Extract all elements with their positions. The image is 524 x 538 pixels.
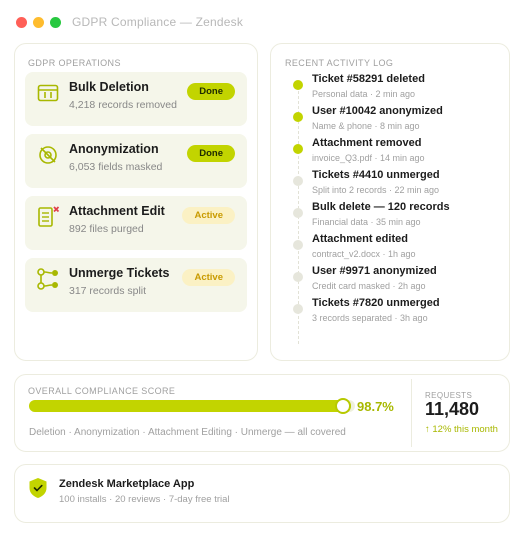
log-subtitle: contract_v2.docx · 1h ago bbox=[312, 249, 416, 259]
shield-check-icon bbox=[29, 478, 47, 498]
log-item[interactable]: Attachment removed invoice_Q3.pdf · 14 m… bbox=[271, 135, 509, 167]
log-subtitle: Credit card masked · 2h ago bbox=[312, 281, 426, 291]
log-item[interactable]: Tickets #7820 unmerged 3 records separat… bbox=[271, 295, 509, 327]
log-subtitle: invoice_Q3.pdf · 14 min ago bbox=[312, 153, 425, 163]
maximize-window-button[interactable] bbox=[50, 17, 61, 28]
status-badge: Done bbox=[187, 83, 235, 100]
op-subtitle: 6,053 fields masked bbox=[69, 161, 163, 173]
op-title: Bulk Deletion bbox=[69, 80, 149, 94]
marketplace-title: Zendesk Marketplace App bbox=[59, 478, 195, 490]
log-title: User #9971 anonymized bbox=[312, 265, 437, 277]
log-item[interactable]: Tickets #4410 unmerged Split into 2 reco… bbox=[271, 167, 509, 199]
status-badge: Done bbox=[187, 145, 235, 162]
section-label: GDPR OPERATIONS bbox=[28, 58, 121, 68]
branch-split-icon bbox=[37, 268, 58, 290]
log-title: User #10042 anonymized bbox=[312, 105, 443, 117]
op-title: Anonymization bbox=[69, 142, 159, 156]
progress-knob bbox=[334, 398, 351, 414]
compliance-progress-bar bbox=[29, 398, 355, 414]
op-subtitle: 317 records split bbox=[69, 285, 147, 297]
op-title: Attachment Edit bbox=[69, 204, 165, 218]
timeline-dot bbox=[293, 112, 303, 122]
gdpr-operations-panel: GDPR OPERATIONS Bulk Deletion 4,218 reco… bbox=[14, 43, 258, 361]
close-window-button[interactable] bbox=[16, 17, 27, 28]
title-bar: GDPR Compliance — Zendesk bbox=[0, 0, 524, 42]
progress-fill bbox=[29, 400, 351, 412]
op-subtitle: 892 files purged bbox=[69, 223, 144, 235]
log-title: Ticket #58291 deleted bbox=[312, 73, 425, 85]
score-note: Deletion · Anonymization · Attachment Ed… bbox=[29, 427, 346, 438]
log-item[interactable]: Bulk delete — 120 records Financial data… bbox=[271, 199, 509, 231]
compliance-score-panel: OVERALL COMPLIANCE SCORE 98.7% Deletion … bbox=[14, 374, 510, 452]
timeline-dot bbox=[293, 240, 303, 250]
section-label: OVERALL COMPLIANCE SCORE bbox=[28, 386, 176, 396]
status-badge: Active bbox=[182, 269, 235, 286]
timeline-dot bbox=[293, 272, 303, 282]
log-subtitle: Name & phone · 8 min ago bbox=[312, 121, 420, 131]
log-title: Tickets #7820 unmerged bbox=[312, 297, 440, 309]
log-subtitle: Financial data · 35 min ago bbox=[312, 217, 421, 227]
op-card-bulk-deletion[interactable]: Bulk Deletion 4,218 records removed Done bbox=[25, 72, 247, 126]
requests-label: REQUESTS bbox=[425, 391, 473, 400]
eye-slash-icon bbox=[39, 146, 57, 164]
timeline-dot bbox=[293, 304, 303, 314]
log-title: Attachment removed bbox=[312, 137, 422, 149]
op-title: Unmerge Tickets bbox=[69, 266, 170, 280]
timeline-dot bbox=[293, 208, 303, 218]
window-title: GDPR Compliance — Zendesk bbox=[72, 15, 244, 29]
requests-value: 11,480 bbox=[425, 399, 480, 419]
op-card-attachment-edit[interactable]: Attachment Edit 892 files purged Active bbox=[25, 196, 247, 250]
timeline-dot bbox=[293, 176, 303, 186]
minimize-window-button[interactable] bbox=[33, 17, 44, 28]
log-subtitle: Personal data · 2 min ago bbox=[312, 89, 416, 99]
log-subtitle: Split into 2 records · 22 min ago bbox=[312, 185, 440, 195]
marketplace-subtitle: 100 installs · 20 reviews · 7-day free t… bbox=[59, 494, 230, 505]
log-item[interactable]: Ticket #58291 deleted Personal data · 2 … bbox=[271, 71, 509, 103]
op-subtitle: 4,218 records removed bbox=[69, 99, 177, 111]
section-label: RECENT ACTIVITY LOG bbox=[285, 58, 394, 68]
timeline-dot bbox=[293, 80, 303, 90]
log-title: Attachment edited bbox=[312, 233, 408, 245]
log-title: Tickets #4410 unmerged bbox=[312, 169, 440, 181]
op-card-anonymization[interactable]: Anonymization 6,053 fields masked Done bbox=[25, 134, 247, 188]
log-item[interactable]: Attachment edited contract_v2.docx · 1h … bbox=[271, 231, 509, 263]
document-x-icon bbox=[38, 206, 60, 227]
recent-activity-panel: RECENT ACTIVITY LOG Ticket #58291 delete… bbox=[270, 43, 510, 361]
log-subtitle: 3 records separated · 3h ago bbox=[312, 313, 428, 323]
requests-delta: ↑ 12% this month bbox=[425, 424, 498, 435]
status-badge: Active bbox=[182, 207, 235, 224]
calendar-grid-icon bbox=[37, 84, 59, 102]
log-title: Bulk delete — 120 records bbox=[312, 201, 450, 213]
timeline-dot bbox=[293, 144, 303, 154]
score-percentage: 98.7% bbox=[357, 399, 394, 414]
op-card-unmerge-tickets[interactable]: Unmerge Tickets 317 records split Active bbox=[25, 258, 247, 312]
log-item[interactable]: User #9971 anonymized Credit card masked… bbox=[271, 263, 509, 295]
marketplace-card[interactable]: Zendesk Marketplace App 100 installs · 2… bbox=[14, 464, 510, 523]
log-item[interactable]: User #10042 anonymized Name & phone · 8 … bbox=[271, 103, 509, 135]
divider bbox=[411, 379, 412, 447]
